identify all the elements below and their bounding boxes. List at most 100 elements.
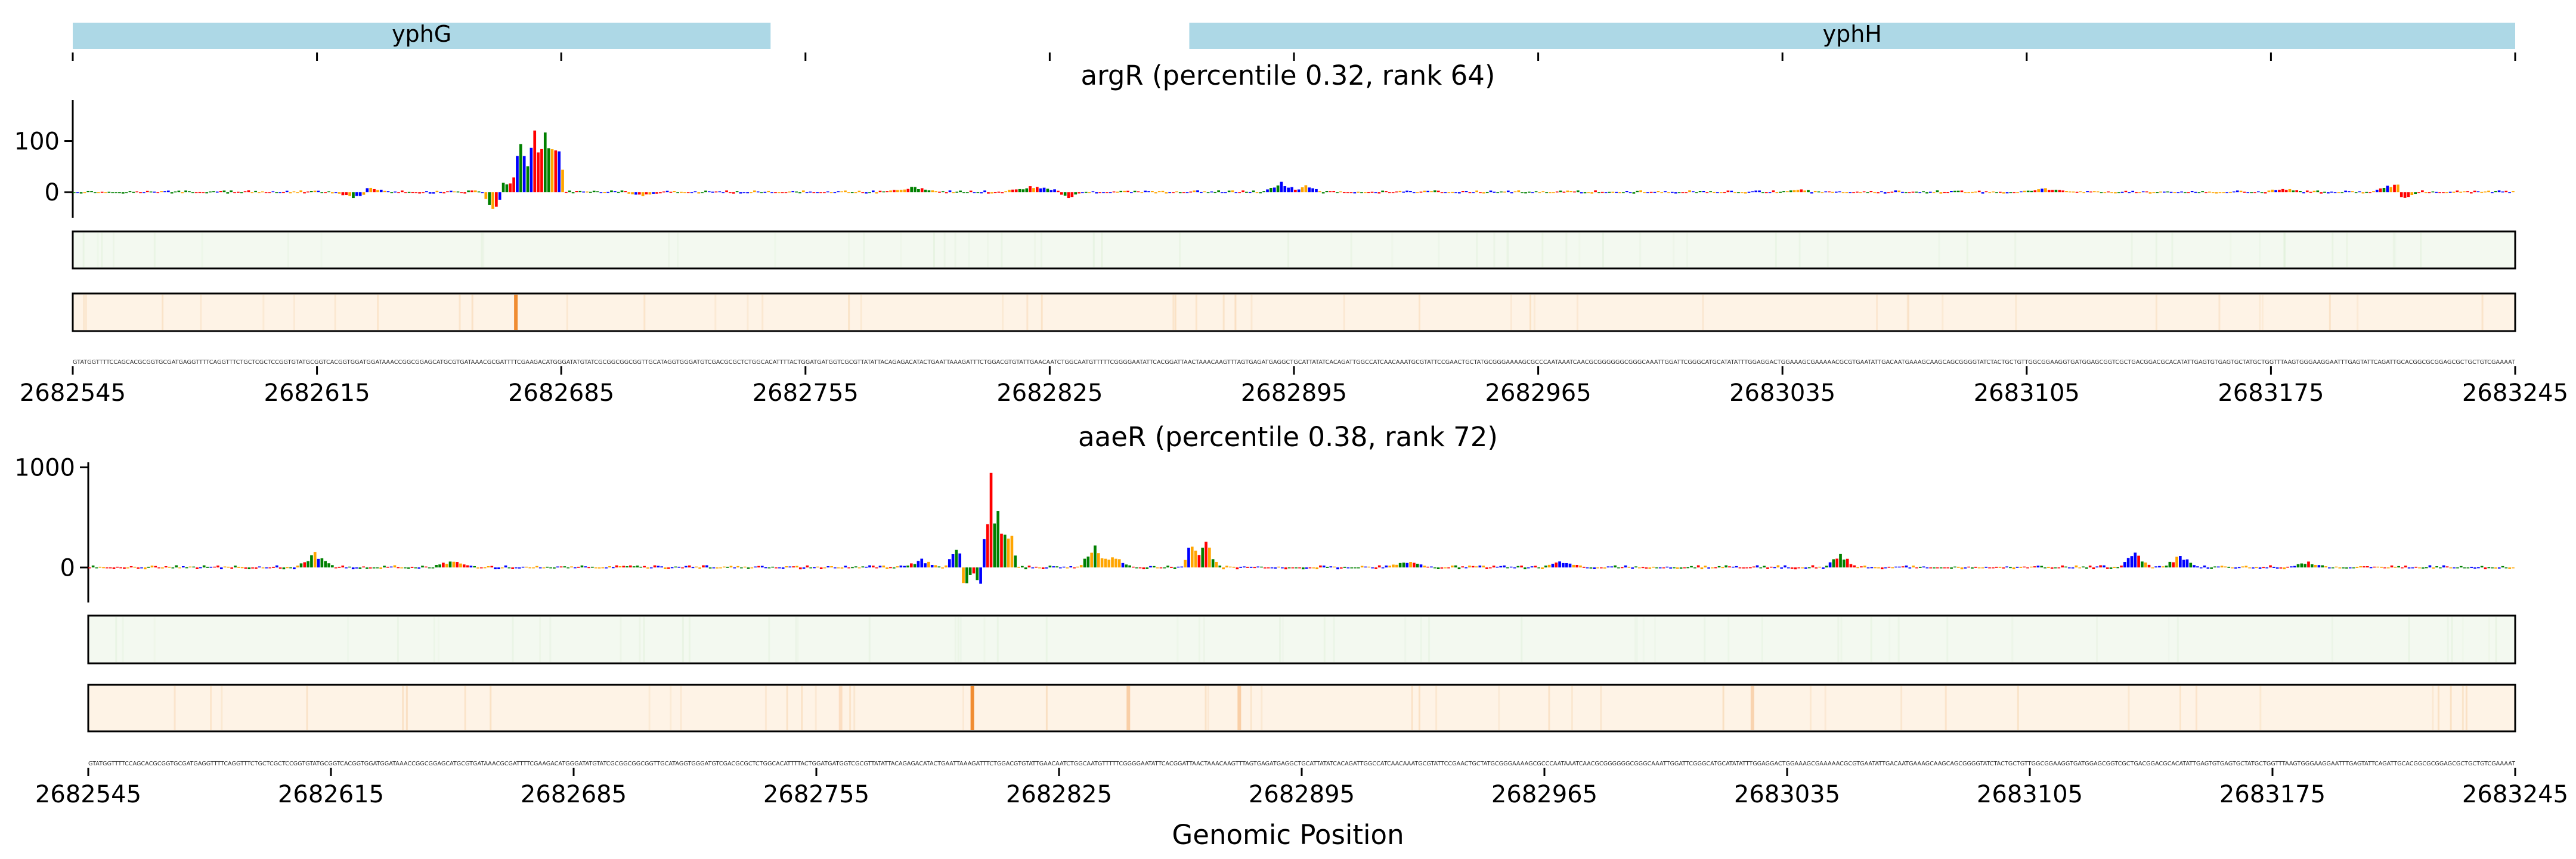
logo-bar (459, 563, 462, 568)
logo-bar (369, 187, 373, 193)
logo-bar (1107, 560, 1111, 568)
logo-bar (750, 567, 754, 568)
green-track-mark (2259, 233, 2261, 267)
green-track-mark (115, 617, 117, 662)
orange-track-mark (1876, 295, 1878, 330)
logo-bar (1413, 563, 1416, 568)
logo-bar (234, 566, 237, 568)
logo-bar (1426, 566, 1429, 568)
orange-track-mark (1908, 295, 1910, 330)
logo-bar (1960, 567, 1964, 570)
logo-bar (2159, 191, 2162, 193)
logo-bar (903, 566, 906, 568)
logo-bar (1752, 566, 1755, 568)
logo-bar (1493, 191, 1496, 193)
logo-bar (147, 567, 150, 568)
logo-bar (723, 566, 726, 568)
logo-bar (753, 190, 756, 193)
logo-bar (875, 192, 878, 194)
x-tick-label: 2682755 (763, 781, 869, 808)
logo-bar (791, 191, 795, 193)
logo-bar (554, 150, 558, 193)
logo-bar (83, 192, 86, 193)
logo-bar (617, 191, 620, 193)
logo-bar (1575, 565, 1578, 568)
logo-bar (574, 567, 577, 568)
logo-bar (2141, 561, 2144, 568)
logo-bar (702, 565, 705, 568)
logo-bar (2095, 566, 2099, 568)
logo-bar (1534, 566, 1537, 568)
orange-track-mark (1722, 686, 1724, 730)
logo-bar (934, 565, 937, 568)
x-axis-label: Genomic Position (1172, 819, 1404, 851)
logo-bar (2064, 566, 2067, 568)
logo-bar (540, 149, 543, 193)
orange-track-mark (464, 686, 466, 730)
logo-bar (1063, 192, 1067, 196)
green-track-mark (2011, 617, 2014, 662)
green-track-mark (433, 617, 435, 662)
logo-bar (676, 192, 679, 193)
logo-bar (1562, 563, 1565, 568)
green-track-mark (549, 617, 552, 662)
logo-bar (2172, 562, 2175, 568)
logo-bar (2307, 561, 2310, 568)
logo-bar (1035, 567, 1038, 568)
orange-track-mark (1041, 295, 1043, 330)
logo-bar (1658, 567, 1662, 568)
orange-track-mark (1510, 295, 1512, 330)
logo-bar (2288, 189, 2292, 193)
logo-bar (1984, 191, 1988, 193)
logo-bar (112, 567, 116, 569)
logo-bar (1076, 566, 1079, 568)
logo-bar (2005, 192, 2009, 194)
logo-bar (490, 566, 494, 568)
logo-bar (226, 192, 230, 194)
logo-bar (509, 183, 512, 193)
logo-bar (2292, 190, 2295, 193)
logo-bar (1726, 190, 1730, 193)
orange-track-mark (334, 295, 336, 330)
logo-bar (1870, 567, 1874, 568)
logo-bar (575, 191, 578, 193)
logo-bar (1797, 567, 1801, 568)
logo-bar (611, 567, 615, 568)
logo-bar (2260, 192, 2264, 193)
orange-track-mark (1900, 686, 1903, 730)
logo-bar (1180, 566, 1184, 568)
logo-bar (979, 567, 982, 584)
logo-bar (2216, 566, 2220, 568)
green-track-mark (1673, 233, 1675, 267)
logo-bar (771, 566, 775, 568)
logo-bar (739, 192, 742, 194)
logo-bar (2161, 566, 2165, 568)
orange-track-peak (1126, 686, 1131, 730)
logo-bar (2358, 191, 2361, 193)
logo-bar (1953, 566, 1956, 568)
logo-bar (91, 566, 95, 568)
logo-bar (196, 567, 199, 569)
logo-bar (2281, 189, 2284, 193)
logo-bar (1586, 567, 1589, 568)
logo-bar (871, 190, 875, 193)
logo-bar (2072, 191, 2075, 193)
logo-bar (1326, 567, 1329, 568)
logo-bar (1646, 192, 1649, 193)
logo-bar (1766, 567, 1769, 569)
logo-bar (111, 192, 114, 193)
logo-bar (1513, 191, 1517, 193)
logo-bar (1908, 192, 1911, 193)
logo-bar (586, 191, 589, 193)
logo-bar (1007, 538, 1010, 568)
logo-bar (2466, 191, 2469, 193)
logo-bar (1939, 192, 1943, 194)
logo-bar (2497, 567, 2501, 569)
logo-bar (2355, 567, 2359, 568)
logo-bar (1918, 567, 1922, 568)
green-track-mark (2394, 233, 2397, 267)
logo-bar (764, 567, 767, 568)
logo-bar (948, 190, 952, 193)
logo-bar (296, 566, 299, 568)
orange-track-mark (1576, 295, 1578, 330)
